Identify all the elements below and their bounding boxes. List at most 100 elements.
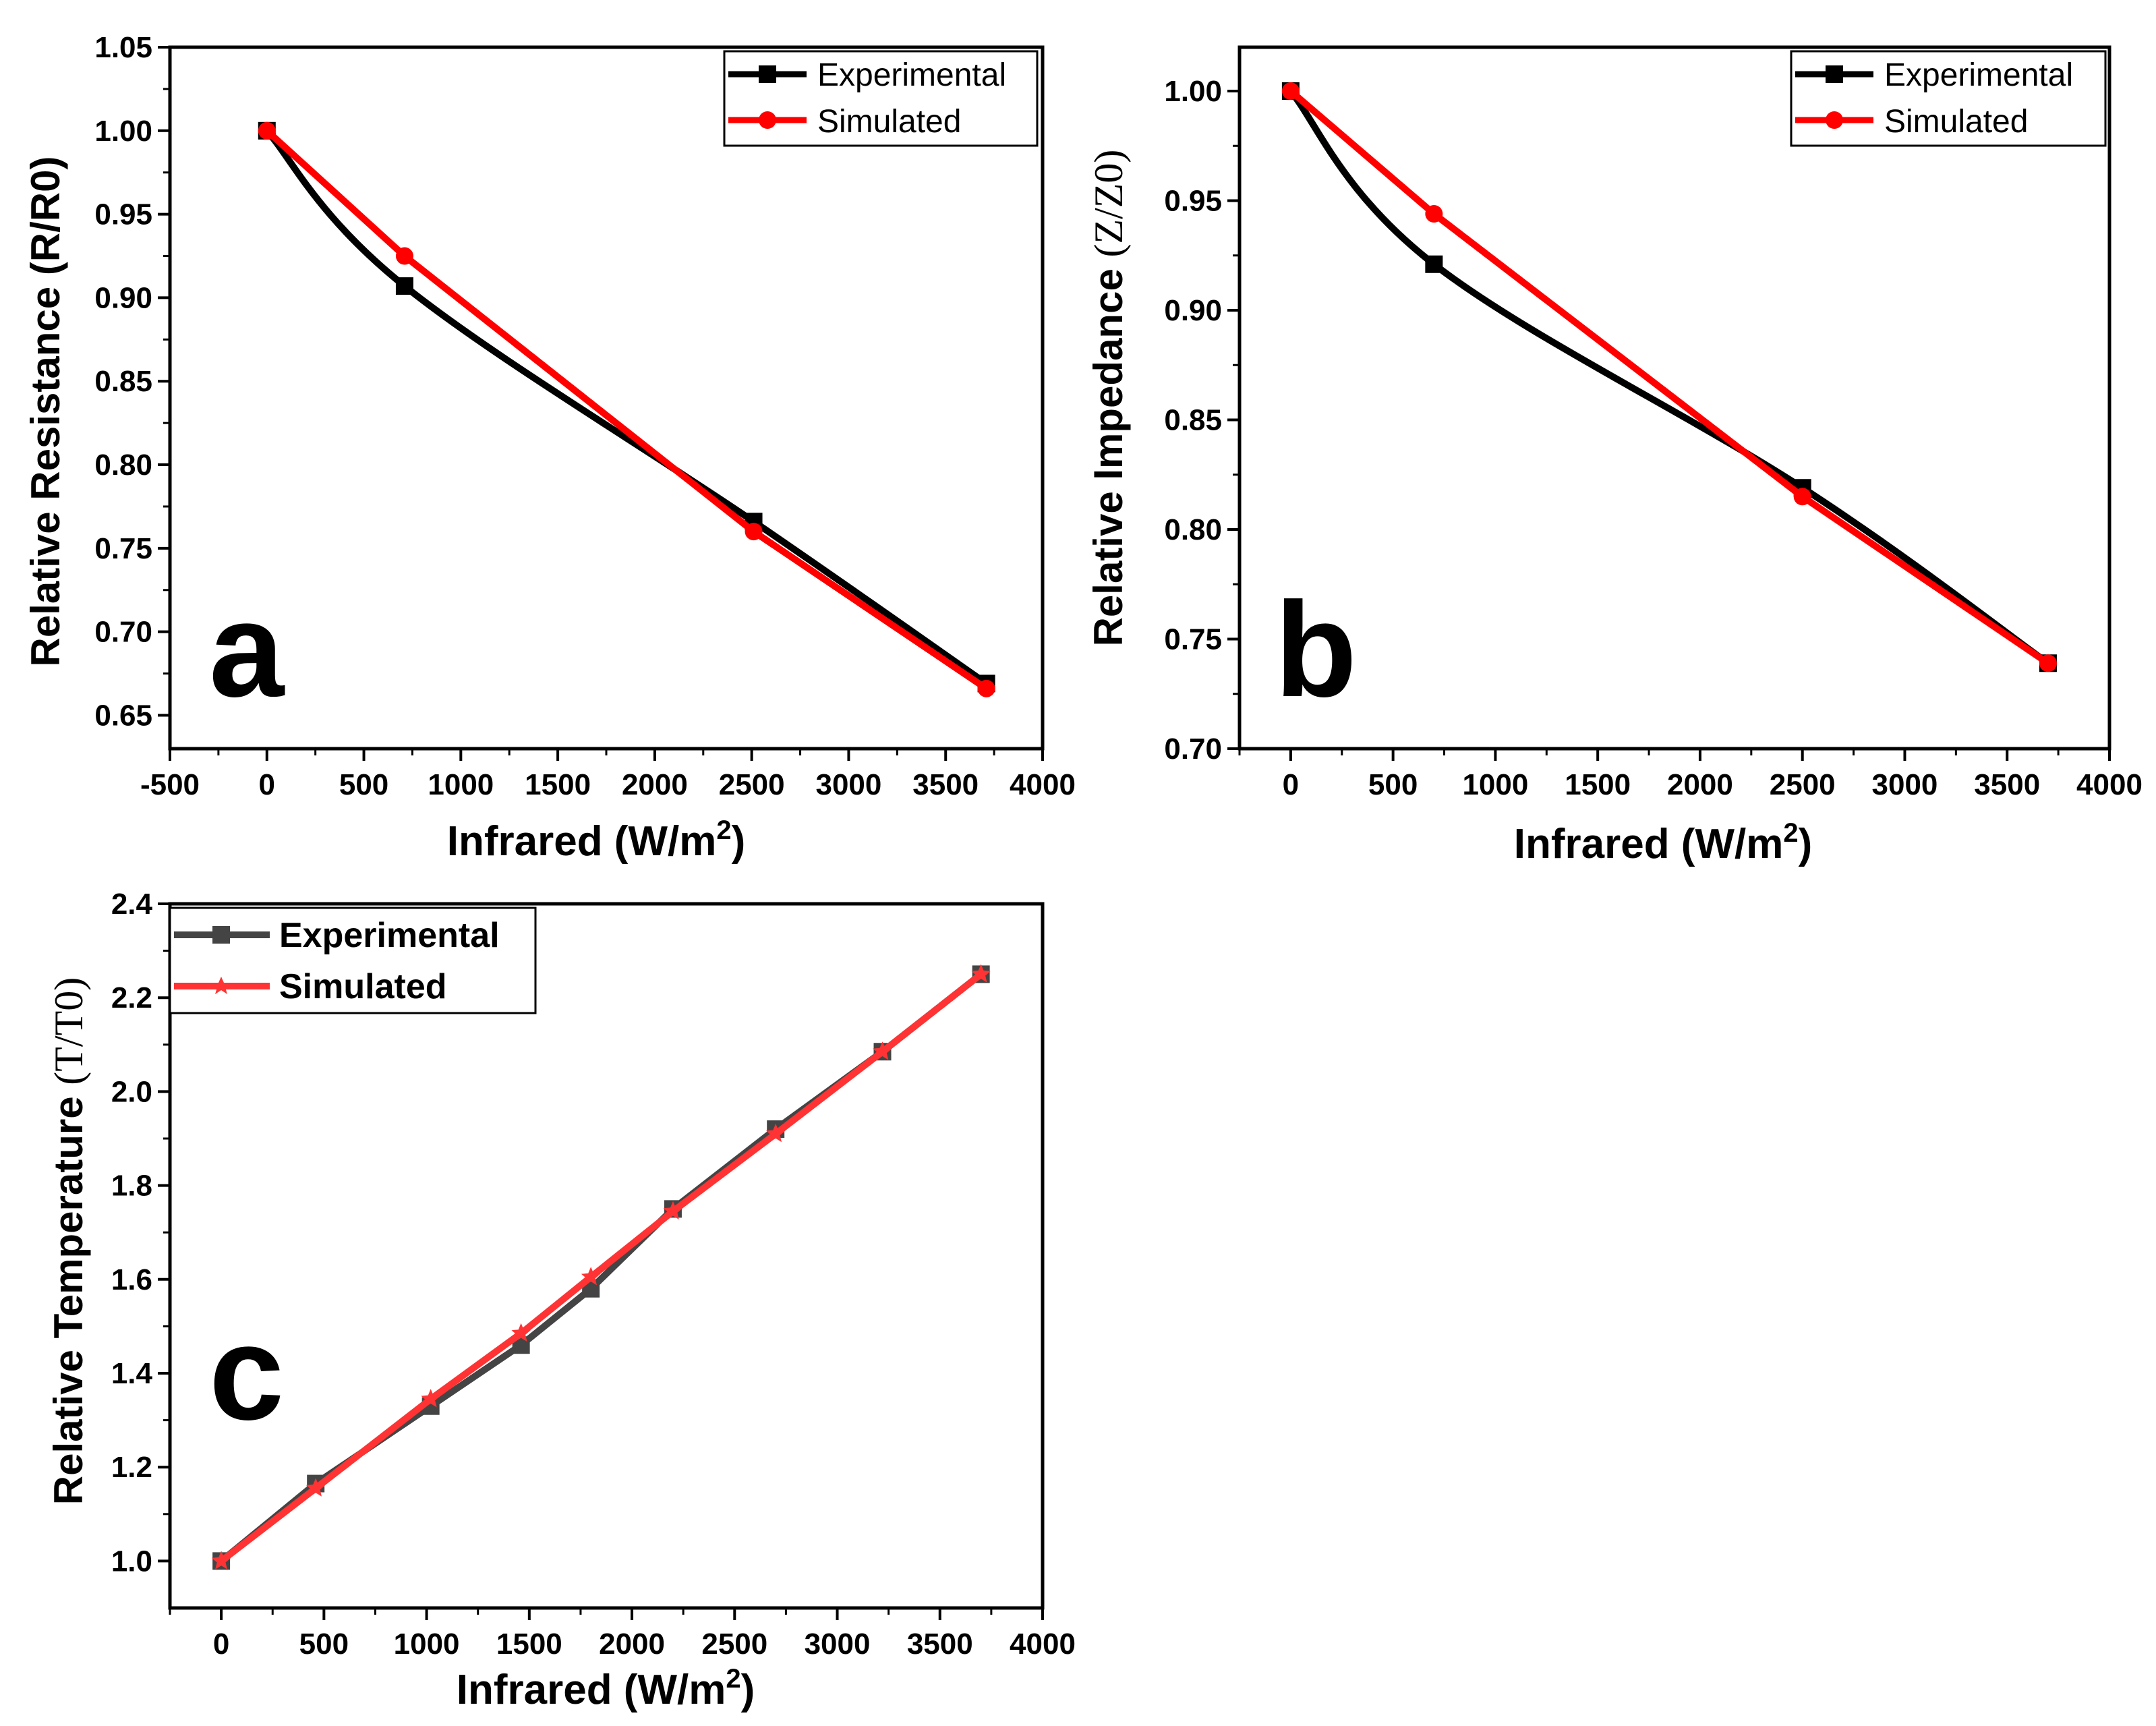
x-tick-label: 500 <box>339 768 388 801</box>
panel-c-letter: c <box>209 1298 284 1448</box>
series-line-experimental <box>1287 88 2051 667</box>
data-point-simulated <box>765 1124 786 1143</box>
panel-c-x-axis: 0 500 1000 1500 2000 2500 3000 3500 4000 <box>169 1608 1076 1661</box>
y-tick-label: 2.0 <box>111 1075 152 1108</box>
legend-label-simulated: Simulated <box>817 104 961 140</box>
panel-c-legend: Experimental Simulated <box>169 907 537 1014</box>
data-point-simulated <box>1793 488 1811 506</box>
panel-b-legend: Experimental Simulated <box>1790 50 2107 147</box>
panel-a-legend: Experimental Simulated <box>723 50 1039 147</box>
legend-label-experimental: Experimental <box>817 57 1006 93</box>
x-tick-label: 1500 <box>496 1628 562 1661</box>
panel-b-x-axis: 0 500 1000 1500 2000 2500 3000 3500 4000 <box>1238 749 2143 801</box>
chart-panel-b: 0 500 1000 1500 2000 2500 3000 3500 4000 0.700.7… <box>1086 45 2143 867</box>
panel-c-series <box>211 964 991 1570</box>
data-point-simulated <box>395 247 413 265</box>
x-tick-label: 4000 <box>2076 768 2143 801</box>
x-tick-label: 3000 <box>805 1628 871 1661</box>
x-tick-label: 3000 <box>815 768 881 801</box>
y-tick-label: 1.00 <box>1164 75 1222 108</box>
y-tick-label: 0.80 <box>94 449 152 482</box>
data-point-simulated <box>1425 205 1443 223</box>
panel-a-legend-box <box>723 50 1039 147</box>
y-tick-label: 0.70 <box>94 616 152 649</box>
series-line-experimental <box>263 127 990 687</box>
panel-a-letter: a <box>209 575 285 725</box>
y-tick-label: 0.65 <box>94 699 152 732</box>
x-tick-label: 1500 <box>525 768 591 801</box>
data-point-simulated <box>971 964 991 983</box>
y-tick-label: 0.80 <box>1164 513 1222 546</box>
panel-a-x-axis: -500 0 500 1000 1500 2000 2500 3000 3500 4000 <box>140 749 1076 801</box>
x-tick-label: 500 <box>1368 768 1418 801</box>
y-tick-label: 0.75 <box>94 532 152 565</box>
legend-marker-star <box>212 977 231 994</box>
y-tick-label: 1.05 <box>94 31 152 64</box>
panel-c-legend-box <box>169 907 537 1014</box>
x-tick-label: 1000 <box>1462 768 1528 801</box>
panel-b-plot-frame <box>1237 45 2111 751</box>
data-point-simulated <box>2039 654 2057 672</box>
x-tick-label: 2000 <box>599 1628 665 1661</box>
legend-marker-circle <box>759 111 776 129</box>
chart-panel-c: 0 500 1000 1500 2000 2500 3000 3500 4000 1.01.21… <box>46 888 1076 1713</box>
panel-c-plot-frame <box>168 902 1045 1610</box>
x-tick-label: 4000 <box>1010 768 1076 801</box>
panel-b-y-label: Relative Impedance (Z/Z0) <box>1086 150 1131 647</box>
legend-label-simulated: Simulated <box>279 967 447 1006</box>
x-tick-label: 1500 <box>1565 768 1631 801</box>
y-tick-label: 0.90 <box>1164 294 1222 327</box>
data-point-simulated <box>663 1201 683 1219</box>
x-tick-label: 4000 <box>1010 1628 1076 1661</box>
x-tick-label: 3500 <box>1974 768 2040 801</box>
y-tick-label: 1.8 <box>111 1170 152 1203</box>
series-line-simulated <box>263 127 990 692</box>
data-point-simulated <box>258 121 276 140</box>
x-tick-label: 0 <box>1283 768 1299 801</box>
data-point-simulated <box>977 679 995 697</box>
series-line-simulated <box>1287 88 2051 667</box>
y-tick-label: 1.2 <box>111 1451 152 1484</box>
y-tick-label: 2.4 <box>111 888 153 921</box>
x-tick-label: 3000 <box>1872 768 1938 801</box>
data-point-simulated <box>511 1323 531 1342</box>
y-tick-label: 0.95 <box>1164 185 1222 218</box>
y-tick-label: 1.0 <box>111 1545 152 1578</box>
data-point-simulated <box>421 1389 440 1408</box>
data-point-simulated <box>581 1267 601 1286</box>
y-tick-label: 2.2 <box>111 981 152 1014</box>
data-point-experimental <box>1425 255 1443 273</box>
x-tick-label: 2500 <box>719 768 785 801</box>
panel-a-series <box>258 121 995 697</box>
data-point-experimental <box>395 277 413 295</box>
legend-label-simulated: Simulated <box>1884 104 2028 140</box>
data-point-simulated <box>873 1041 892 1060</box>
panel-c-x-label: Infrared (W/m2) <box>457 1664 755 1713</box>
panel-a-y-label: Relative Resistance (R/R0) <box>23 156 68 667</box>
panel-b-y-axis: 0.70 0.75 0.80 0.85 0.90 0.95 1.00 <box>1164 75 1240 766</box>
y-tick-label: 0.85 <box>94 365 152 398</box>
x-tick-label: 2000 <box>622 768 688 801</box>
legend-marker-square <box>212 926 230 944</box>
x-tick-label: 2500 <box>701 1628 767 1661</box>
y-tick-label: 0.70 <box>1164 732 1222 766</box>
panel-b-series <box>1281 82 2057 672</box>
data-point-simulated <box>211 1551 231 1570</box>
y-tick-label: 0.95 <box>94 198 152 231</box>
x-tick-label: 3500 <box>907 1628 973 1661</box>
panel-b-letter: b <box>1275 575 1357 725</box>
data-point-simulated <box>305 1478 326 1497</box>
legend-marker-square <box>1826 65 1843 83</box>
y-tick-label: 1.6 <box>111 1263 152 1296</box>
panel-b-x-label: Infrared (W/m2) <box>1514 818 1813 867</box>
legend-marker-square <box>759 65 776 83</box>
panel-a-x-label: Infrared (W/m2) <box>447 815 746 865</box>
legend-label-experimental: Experimental <box>279 916 500 955</box>
x-tick-label: 1000 <box>394 1628 460 1661</box>
legend-label-experimental: Experimental <box>1884 57 2073 93</box>
x-tick-label: -500 <box>140 768 200 801</box>
panel-a-y-axis: 0.65 0.70 0.75 0.80 0.85 0.90 0.95 1.00 1.05 <box>94 31 170 732</box>
x-tick-label: 500 <box>299 1628 349 1661</box>
data-point-simulated <box>1281 82 1300 100</box>
